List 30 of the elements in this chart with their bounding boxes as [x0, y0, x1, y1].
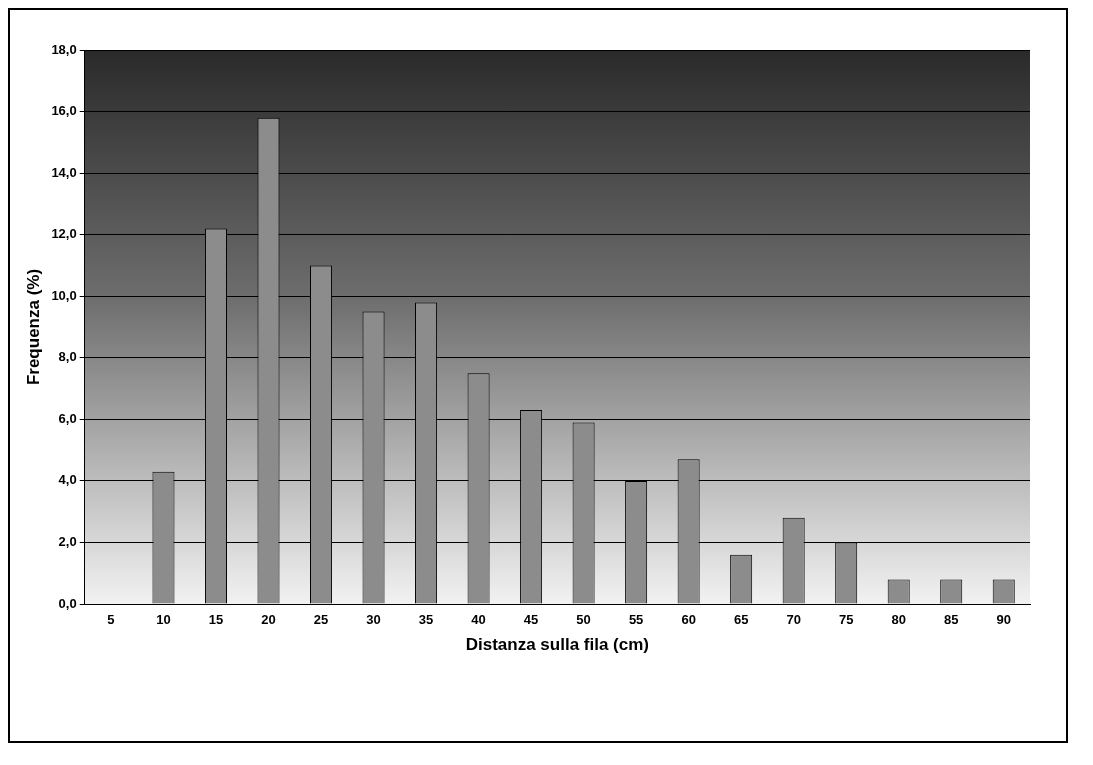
y-tick-label: 14,0: [51, 164, 77, 180]
x-tick-label: 30: [366, 612, 381, 628]
x-tick-label: 60: [681, 612, 696, 628]
x-tick-label: 35: [418, 612, 434, 628]
y-tick-label: 6,0: [58, 410, 77, 426]
x-tick-label: 65: [733, 612, 749, 628]
x-tick-label: 45: [523, 612, 539, 628]
y-tick-label: 16,0: [51, 103, 77, 119]
y-axis-title: Frequenza (%): [23, 268, 43, 386]
x-tick-label: 85: [943, 612, 959, 628]
x-tick-label: 75: [838, 612, 854, 628]
y-tick-label: 8,0: [58, 349, 77, 365]
y-tick-label: 4,0: [58, 472, 77, 488]
x-tick-label: 15: [208, 612, 224, 628]
x-tick-label: 70: [786, 612, 801, 628]
y-tick-label: 10,0: [51, 287, 77, 303]
x-tick-label: 20: [261, 612, 276, 628]
x-axis-title: Distanza sulla fila (cm): [465, 635, 649, 655]
x-tick-label: 5: [107, 612, 115, 628]
x-tick-label: 90: [996, 612, 1011, 628]
x-tick-label: 80: [891, 612, 906, 628]
x-tick-label: 10: [156, 612, 171, 628]
x-tick-label: 25: [313, 612, 329, 628]
y-tick-label: 0,0: [58, 595, 77, 611]
x-tick-label: 40: [471, 612, 486, 628]
y-tick-label: 2,0: [58, 534, 77, 550]
x-tick-label: 50: [576, 612, 591, 628]
y-tick-label: 12,0: [51, 226, 77, 242]
y-tick-label: 18,0: [51, 41, 77, 57]
x-tick-label: 55: [628, 612, 644, 628]
